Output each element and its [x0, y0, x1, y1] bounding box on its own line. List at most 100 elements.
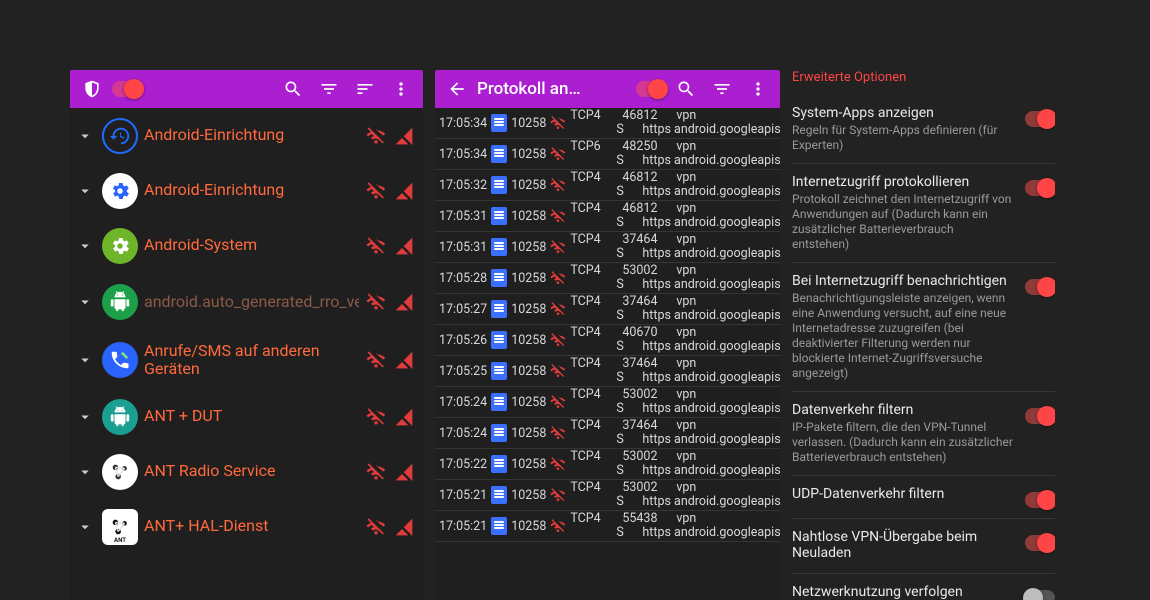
setting-row[interactable]: Datenverkehr filternIP-Pakete filtern, d…: [792, 392, 1055, 476]
chevron-down-icon[interactable]: [74, 235, 96, 257]
setting-toggle[interactable]: [1025, 180, 1055, 196]
log-row[interactable]: 17:05:3110258TCP437464vpnS https android…: [435, 232, 780, 263]
cell-blocked-icon[interactable]: [393, 349, 415, 371]
sort-icon[interactable]: [349, 73, 381, 105]
log-row[interactable]: 17:05:2610258TCP440670vpnS https android…: [435, 325, 780, 356]
chevron-down-icon[interactable]: [74, 461, 96, 483]
wifi-blocked-icon[interactable]: [365, 516, 387, 538]
app-row[interactable]: Android-Einrichtung: [70, 163, 423, 218]
log-row[interactable]: 17:05:2510258TCP437464vpnS https android…: [435, 356, 780, 387]
chevron-down-icon[interactable]: [74, 516, 96, 538]
search-icon[interactable]: [277, 73, 309, 105]
doc-icon: [491, 114, 507, 132]
log-time: 17:05:21: [439, 519, 487, 534]
log-detail: TCP446812vpnS https android.googleapis.c…: [570, 202, 780, 230]
setting-row[interactable]: Nahtlose VPN-Übergabe beim Neuladen: [792, 519, 1055, 574]
app-row[interactable]: ANT Radio Service: [70, 444, 423, 499]
cell-blocked-icon[interactable]: [393, 180, 415, 202]
wifi-blocked-icon[interactable]: [365, 180, 387, 202]
log-time: 17:05:34: [439, 147, 487, 162]
app-icon: [102, 399, 138, 435]
setting-row[interactable]: UDP-Datenverkehr filtern: [792, 476, 1055, 519]
more-icon[interactable]: [742, 73, 774, 105]
wifi-blocked-icon[interactable]: [365, 461, 387, 483]
search-icon[interactable]: [670, 73, 702, 105]
appbar-left: [70, 70, 423, 108]
log-row[interactable]: 17:05:2110258TCP453002vpnS https android…: [435, 480, 780, 511]
setting-toggle[interactable]: [1025, 590, 1055, 600]
setting-toggle[interactable]: [1025, 408, 1055, 424]
log-detail: TCP453002vpnS https android.googleapis.c…: [570, 264, 780, 292]
log-detail: TCP453002vpnS https android.googleapis.c…: [570, 481, 780, 509]
app-row[interactable]: ANTANT+ HAL-Dienst: [70, 499, 423, 554]
chevron-down-icon[interactable]: [74, 180, 96, 202]
app-icon: [102, 228, 138, 264]
filter-icon[interactable]: [706, 73, 738, 105]
setting-row[interactable]: Internetzugriff protokollierenProtokoll …: [792, 164, 1055, 263]
setting-row[interactable]: Netzwerknutzung verfolgenAnzahl der gese…: [792, 574, 1055, 600]
wifi-blocked-icon[interactable]: [365, 125, 387, 147]
back-icon[interactable]: [441, 73, 473, 105]
log-pid: 10258: [511, 302, 546, 317]
doc-icon: [491, 145, 507, 163]
cell-blocked-icon[interactable]: [393, 291, 415, 313]
chevron-down-icon[interactable]: [74, 125, 96, 147]
doc-icon: [491, 393, 507, 411]
filter-icon[interactable]: [313, 73, 345, 105]
more-icon[interactable]: [385, 73, 417, 105]
log-detail: TCP437464vpnS https android.googleapis.c…: [570, 295, 780, 323]
log-row[interactable]: 17:05:3110258TCP446812vpnS https android…: [435, 201, 780, 232]
cell-blocked-icon[interactable]: [393, 406, 415, 428]
app-row[interactable]: ANT + DUT: [70, 389, 423, 444]
doc-icon: [491, 207, 507, 225]
setting-desc: IP-Pakete filtern, die den VPN-Tunnel ve…: [792, 420, 1013, 465]
app-name: Anrufe/SMS auf anderen Geräten: [144, 342, 359, 379]
setting-toggle[interactable]: [1025, 492, 1055, 508]
cell-blocked-icon[interactable]: [393, 125, 415, 147]
app-row[interactable]: Android-System: [70, 218, 423, 273]
log-row[interactable]: 17:05:3210258TCP446812vpnS https android…: [435, 170, 780, 201]
chevron-down-icon[interactable]: [74, 406, 96, 428]
wifi-blocked-icon[interactable]: [365, 349, 387, 371]
log-time: 17:05:24: [439, 426, 487, 441]
log-row[interactable]: 17:05:3410258TCP446812vpnS https android…: [435, 108, 780, 139]
log-pid: 10258: [511, 240, 546, 255]
chevron-down-icon[interactable]: [74, 349, 96, 371]
chevron-down-icon[interactable]: [74, 291, 96, 313]
log-row[interactable]: 17:05:2710258TCP437464vpnS https android…: [435, 294, 780, 325]
setting-toggle[interactable]: [1025, 111, 1055, 127]
setting-row[interactable]: System-Apps anzeigenRegeln für System-Ap…: [792, 95, 1055, 164]
log-time: 17:05:31: [439, 209, 487, 224]
log-row[interactable]: 17:05:2210258TCP453002vpnS https android…: [435, 449, 780, 480]
log-pid: 10258: [511, 147, 546, 162]
log-row[interactable]: 17:05:2110258TCP455438vpnS https android…: [435, 511, 780, 542]
log-row[interactable]: 17:05:2410258TCP437464vpnS https android…: [435, 418, 780, 449]
app-row[interactable]: android.auto_generated_rro_vendor__: [70, 273, 423, 331]
app-row[interactable]: Android-Einrichtung: [70, 108, 423, 163]
cell-blocked-icon[interactable]: [393, 461, 415, 483]
setting-toggle[interactable]: [1025, 279, 1055, 295]
log-toggle[interactable]: [636, 81, 666, 97]
log-detail: TCP453002vpnS https android.googleapis.c…: [570, 450, 780, 478]
cell-blocked-icon[interactable]: [393, 516, 415, 538]
wifi-blocked-icon[interactable]: [365, 291, 387, 313]
log-row[interactable]: 17:05:2810258TCP453002vpnS https android…: [435, 263, 780, 294]
app-name: Android-Einrichtung: [144, 181, 359, 199]
wifi-blocked-icon[interactable]: [365, 235, 387, 257]
log-pid: 10258: [511, 488, 546, 503]
app-icon: ANT: [102, 509, 138, 545]
setting-toggle[interactable]: [1025, 535, 1055, 551]
cell-blocked-icon[interactable]: [393, 235, 415, 257]
log-pid: 10258: [511, 178, 546, 193]
master-toggle[interactable]: [112, 81, 142, 97]
app-name: ANT Radio Service: [144, 462, 359, 480]
setting-row[interactable]: Bei Internetzugriff benachrichtigenBenac…: [792, 263, 1055, 392]
doc-icon: [491, 300, 507, 318]
log-pid: 10258: [511, 116, 546, 131]
log-row[interactable]: 17:05:2410258TCP453002vpnS https android…: [435, 387, 780, 418]
log-detail: TCP453002vpnS https android.googleapis.c…: [570, 388, 780, 416]
appbar-mid: Protokoll anz…: [435, 70, 780, 108]
wifi-blocked-icon[interactable]: [365, 406, 387, 428]
app-row[interactable]: Anrufe/SMS auf anderen Geräten: [70, 331, 423, 389]
log-row[interactable]: 17:05:3410258TCP648250vpnS https android…: [435, 139, 780, 170]
